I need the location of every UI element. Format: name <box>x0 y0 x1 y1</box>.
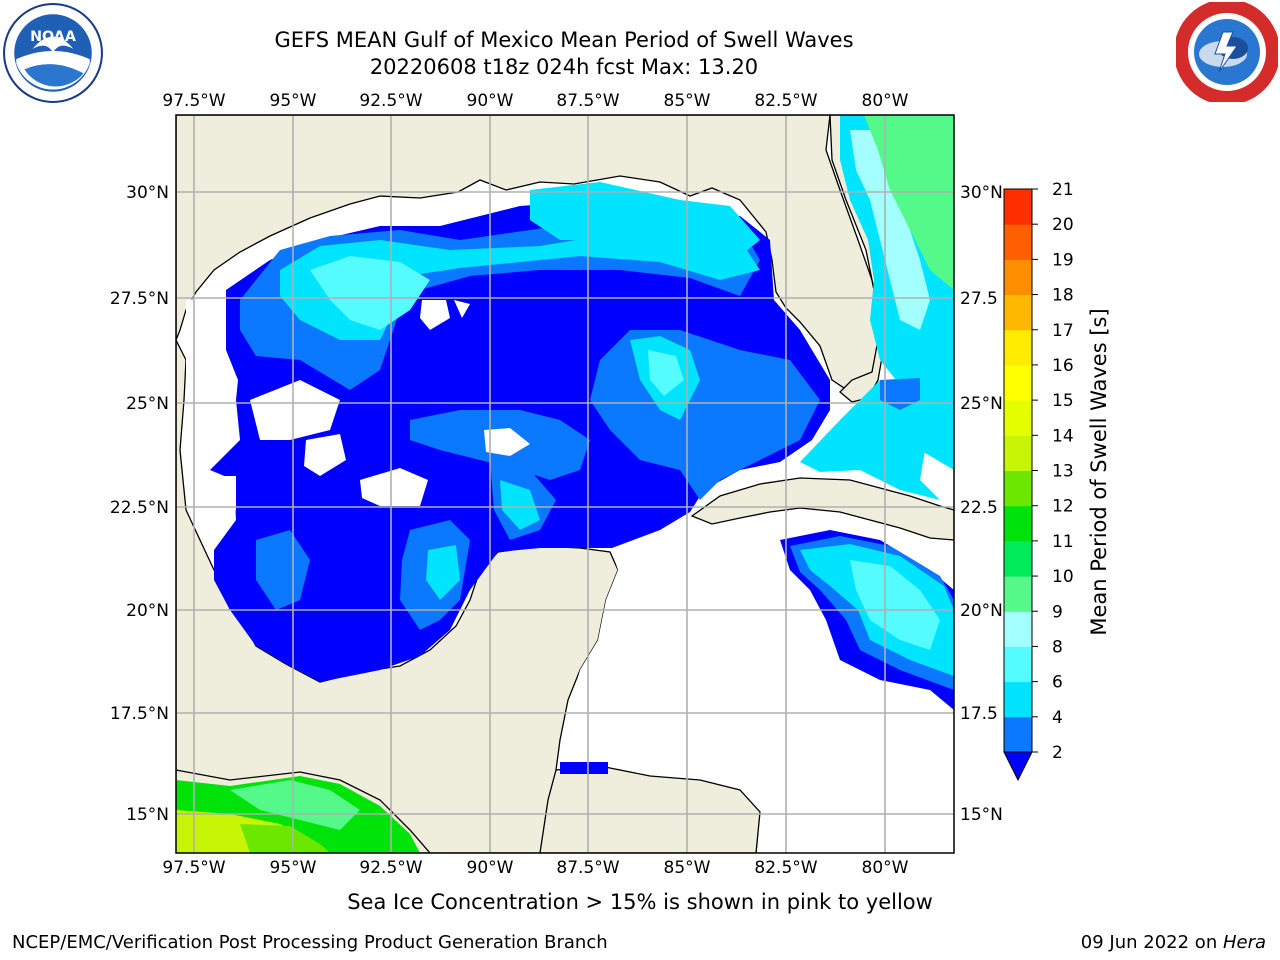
nws-logo <box>1176 2 1278 102</box>
colorbar-swatch <box>1004 505 1032 542</box>
land-honduras <box>539 765 761 853</box>
colorbar-ticks: 2 4 6 8 9 10 11 12 13 14 15 16 17 18 19 20 21 <box>1032 180 1074 763</box>
lat-label: 17.5°N <box>110 704 169 724</box>
colorbar-swatch <box>1004 576 1032 612</box>
lon-label: 95°W <box>270 91 317 111</box>
plot-title: GEFS MEAN Gulf of Mexico Mean Period of … <box>274 28 854 52</box>
colorbar-swatch <box>1004 716 1032 753</box>
host-name: Hera <box>1222 932 1266 953</box>
lon-label: 95°W <box>270 858 317 878</box>
colorbar-tick-label: 2 <box>1052 743 1063 763</box>
colorbar-tick-label: 6 <box>1052 673 1063 693</box>
lat-label: 17.5 <box>960 704 998 724</box>
plot-subtitle: 20220608 t18z 024h fcst Max: 13.20 <box>369 55 759 79</box>
lon-label: 97.5°W <box>162 91 225 111</box>
lat-label: 20°N <box>126 601 169 621</box>
colorbar-swatch <box>1004 189 1032 225</box>
lon-label: 85°W <box>664 91 711 111</box>
colorbar-swatch <box>1004 470 1032 507</box>
map-frame <box>175 114 955 854</box>
colorbar-title: Mean Period of Swell Waves [s] <box>1087 308 1111 635</box>
lat-label: 22.5 <box>960 498 998 518</box>
lat-label: 25°N <box>126 394 169 414</box>
sea-ice-note: Sea Ice Concentration > 15% is shown in … <box>347 890 933 914</box>
noaa-logo-text: NOAA <box>30 29 76 45</box>
noaa-logo: NOAA <box>3 3 103 103</box>
credit-line: NCEP/EMC/Verification Post Processing Pr… <box>12 932 608 953</box>
colorbar-swatch <box>1004 400 1032 436</box>
lat-label: 25°N <box>960 394 1003 414</box>
lon-label: 97.5°W <box>162 858 225 878</box>
lon-label: 90°W <box>467 858 514 878</box>
lat-labels-right: 30°N 27.5 25°N 22.5 20°N 17.5 15°N <box>960 183 1003 825</box>
lon-label: 87.5°W <box>556 91 619 111</box>
lat-label: 27.5°N <box>110 289 169 309</box>
lat-label: 22.5°N <box>110 498 169 518</box>
colorbar-swatch <box>1004 681 1032 718</box>
lat-labels-left: 30°N 27.5°N 25°N 22.5°N 20°N 17.5°N 15°N <box>110 183 169 825</box>
run-date: 09 Jun 2022 on Hera <box>1081 932 1266 953</box>
lon-label: 87.5°W <box>556 858 619 878</box>
lat-label: 30°N <box>126 183 169 203</box>
colorbar-tick-label: 8 <box>1052 637 1063 657</box>
lat-label: 27.5 <box>960 289 998 309</box>
lon-label: 92.5°W <box>359 91 422 111</box>
colorbar-swatch <box>1004 611 1032 647</box>
lon-label: 90°W <box>467 91 514 111</box>
colorbar-tick-label: 10 <box>1052 567 1074 587</box>
colorbar-tick-label: 19 <box>1052 250 1074 270</box>
lon-label: 82.5°W <box>754 858 817 878</box>
lon-labels-bottom: 97.5°W 95°W 92.5°W 90°W 87.5°W 85°W 82.5… <box>162 858 908 878</box>
colorbar-tick-label: 13 <box>1052 462 1074 482</box>
lat-label: 15°N <box>960 805 1003 825</box>
colorbar-swatch <box>1004 540 1032 577</box>
colorbar-swatch <box>1004 435 1032 471</box>
lat-label: 15°N <box>126 805 169 825</box>
colorbar-swatch <box>1004 329 1032 366</box>
lon-label: 92.5°W <box>359 858 422 878</box>
lon-labels-top: 97.5°W 95°W 92.5°W 90°W 87.5°W 85°W 82.5… <box>162 91 908 111</box>
colorbar-swatch <box>1004 259 1032 296</box>
lon-label: 82.5°W <box>754 91 817 111</box>
run-date-text: 09 Jun 2022 on <box>1080 932 1223 953</box>
colorbar-tick-label: 21 <box>1052 180 1074 200</box>
map-area <box>176 115 954 853</box>
colorbar-tick-label: 18 <box>1052 286 1074 306</box>
colorbar-swatch <box>1004 294 1032 331</box>
colorbar-tick-label: 11 <box>1052 532 1074 552</box>
lat-label: 20°N <box>960 601 1003 621</box>
lon-label: 80°W <box>862 91 909 111</box>
lat-label: 30°N <box>960 183 1003 203</box>
colorbar-swatch <box>1004 224 1032 260</box>
lon-label: 80°W <box>862 858 909 878</box>
map-gridlines <box>176 115 954 853</box>
lon-label: 85°W <box>664 858 711 878</box>
colorbar-tick-label: 9 <box>1052 602 1063 622</box>
colorbar-swatch <box>1004 364 1032 401</box>
colorbar-tick-label: 14 <box>1052 426 1074 446</box>
colorbar-tick-label: 17 <box>1052 321 1074 341</box>
land-cuba <box>690 477 954 541</box>
data-gaps <box>186 296 530 540</box>
colorbar-tick-label: 16 <box>1052 356 1074 376</box>
colorbar <box>1003 188 1033 782</box>
colorbar-extend-arrow <box>1003 751 1033 782</box>
colorbar-tick-label: 12 <box>1052 497 1074 517</box>
colorbar-tick-label: 20 <box>1052 215 1074 235</box>
colorbar-swatch <box>1004 646 1032 683</box>
colorbar-tick-label: 4 <box>1052 708 1063 728</box>
colorbar-tick-label: 15 <box>1052 391 1074 411</box>
